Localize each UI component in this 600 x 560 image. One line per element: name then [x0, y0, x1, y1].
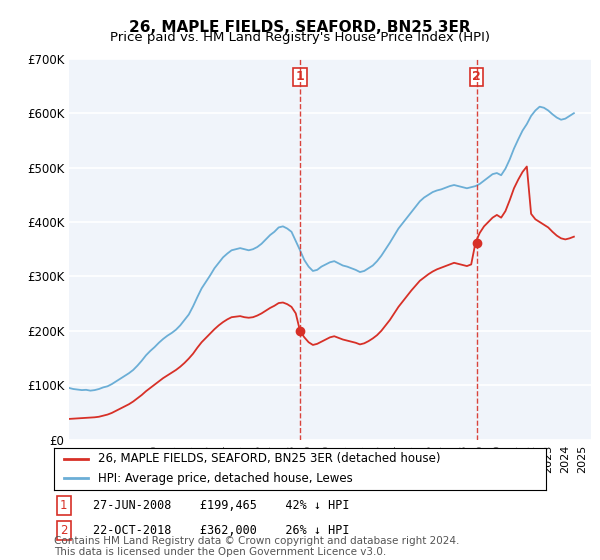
Text: Price paid vs. HM Land Registry's House Price Index (HPI): Price paid vs. HM Land Registry's House …	[110, 31, 490, 44]
Text: HPI: Average price, detached house, Lewes: HPI: Average price, detached house, Lewe…	[98, 472, 353, 485]
Text: 2: 2	[472, 70, 481, 83]
Text: 27-JUN-2008    £199,465    42% ↓ HPI: 27-JUN-2008 £199,465 42% ↓ HPI	[94, 499, 350, 512]
Text: Contains HM Land Registry data © Crown copyright and database right 2024.
This d: Contains HM Land Registry data © Crown c…	[54, 535, 460, 557]
Text: 1: 1	[296, 70, 304, 83]
Text: 22-OCT-2018    £362,000    26% ↓ HPI: 22-OCT-2018 £362,000 26% ↓ HPI	[94, 524, 350, 537]
Text: 26, MAPLE FIELDS, SEAFORD, BN25 3ER (detached house): 26, MAPLE FIELDS, SEAFORD, BN25 3ER (det…	[98, 452, 441, 465]
Text: 1: 1	[60, 499, 68, 512]
Text: 2: 2	[60, 524, 68, 537]
Text: 26, MAPLE FIELDS, SEAFORD, BN25 3ER: 26, MAPLE FIELDS, SEAFORD, BN25 3ER	[129, 20, 471, 35]
